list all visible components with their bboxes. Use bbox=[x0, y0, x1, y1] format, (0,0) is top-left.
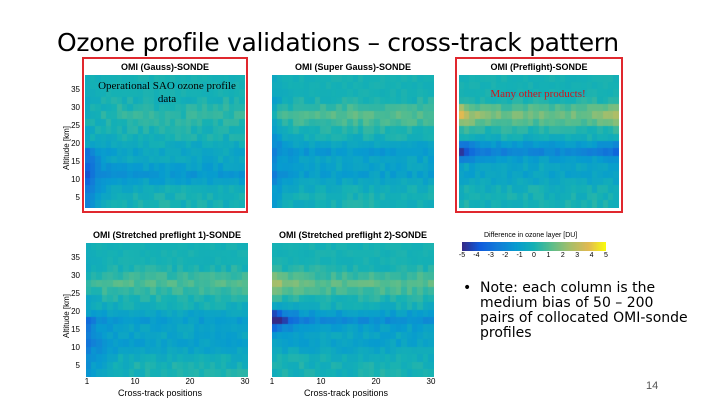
panel-stretched-preflight-1: OMI (Stretched preflight 1)-SONDE bbox=[84, 230, 250, 378]
x-tick-label: 20 bbox=[185, 377, 195, 386]
colorbar-tick-label: 1 bbox=[546, 252, 551, 259]
panel-gauss: OMI (Gauss)-SONDE bbox=[84, 62, 246, 210]
colorbar-title: Difference in ozone layer [DU] bbox=[484, 232, 578, 239]
x-tick-label: 1 bbox=[84, 377, 90, 386]
y-tick-label: 25 bbox=[71, 289, 80, 298]
y-tick-label: 25 bbox=[71, 121, 80, 130]
y-tick-label: 10 bbox=[71, 343, 80, 352]
colorbar bbox=[462, 242, 606, 251]
y-tick-label: 30 bbox=[71, 103, 80, 112]
panel-title: OMI (Gauss)-SONDE bbox=[120, 62, 209, 72]
y-tick-label: 15 bbox=[71, 157, 80, 166]
colorbar-tick-label: -3 bbox=[487, 252, 494, 259]
highlight-box-preflight bbox=[455, 57, 623, 213]
y-tick-label: 15 bbox=[71, 325, 80, 334]
colorbar-tick-label: 3 bbox=[575, 252, 580, 259]
x-tick-label: 1 bbox=[269, 377, 275, 386]
colorbar-tick-label: -2 bbox=[502, 252, 509, 259]
note: • Note: each column is the medium bias o… bbox=[463, 281, 688, 341]
x-tick-label: 10 bbox=[130, 377, 140, 386]
colorbar-tick-label: -4 bbox=[473, 252, 480, 259]
x-axis-label: Cross-track positions bbox=[304, 388, 389, 398]
y-tick-label: 10 bbox=[71, 175, 80, 184]
x-tick-label: 10 bbox=[316, 377, 326, 386]
annotation-many-products: Many other products! bbox=[490, 88, 586, 100]
colorbar-tick-label: 2 bbox=[560, 252, 565, 259]
bullet: • bbox=[463, 280, 472, 296]
page-number: 14 bbox=[646, 380, 659, 392]
slide-title: Ozone profile validations – cross-track … bbox=[57, 28, 619, 57]
colorbar-tick-label: -5 bbox=[458, 252, 466, 259]
heatmap bbox=[459, 75, 619, 208]
highlight-box-operational bbox=[82, 57, 248, 213]
colorbar-tick-label: 0 bbox=[532, 252, 536, 259]
panel-super-gauss: OMI (Super Gauss)-SONDE bbox=[270, 62, 436, 210]
y-tick-label: 5 bbox=[75, 361, 80, 370]
panel-title: OMI (Stretched preflight 1)-SONDE bbox=[92, 230, 241, 240]
panel-stretched-preflight-2: OMI (Stretched preflight 2)-SONDE bbox=[270, 230, 436, 378]
heatmap bbox=[272, 243, 434, 377]
panel-title: OMI (Stretched preflight 2)-SONDE bbox=[278, 230, 427, 240]
colorbar-tick-label: -1 bbox=[516, 252, 523, 259]
annotation-operational: Operational SAO ozone profile data bbox=[98, 80, 236, 105]
y-tick-label: 5 bbox=[75, 193, 80, 202]
colorbar-tick-label: 4 bbox=[589, 252, 594, 259]
x-tick-label: 30 bbox=[240, 377, 250, 386]
heatmap bbox=[86, 243, 248, 377]
heatmap bbox=[85, 75, 245, 208]
y-tick-label: 20 bbox=[71, 139, 80, 148]
note-text: Note: each column is the medium bias of … bbox=[480, 280, 688, 341]
y-tick-label: 35 bbox=[71, 253, 80, 262]
heatmap bbox=[272, 75, 434, 208]
y-tick-label: 35 bbox=[71, 85, 80, 94]
x-axis-label: Cross-track positions bbox=[118, 388, 203, 398]
panel-preflight: OMI (Preflight)-SONDE bbox=[456, 62, 622, 210]
y-tick-label: 20 bbox=[71, 307, 80, 316]
y-tick-label: 30 bbox=[71, 271, 80, 280]
colorbar-tick-label: 5 bbox=[604, 252, 608, 259]
x-tick-label: 20 bbox=[371, 377, 381, 386]
x-tick-label: 30 bbox=[426, 377, 436, 386]
panel-title: OMI (Preflight)-SONDE bbox=[490, 62, 588, 72]
panel-title: OMI (Super Gauss)-SONDE bbox=[294, 62, 411, 72]
